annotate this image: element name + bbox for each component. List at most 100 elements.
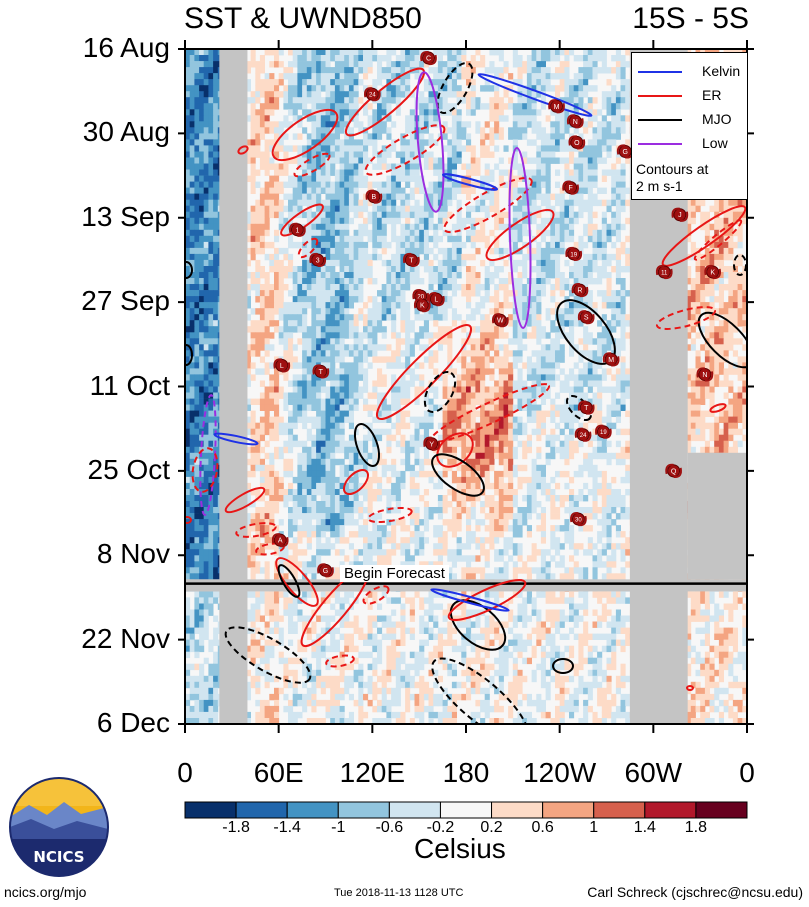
wave-contour xyxy=(367,506,413,524)
chart-subtitle: 15S - 5S xyxy=(632,2,749,35)
wave-contour xyxy=(693,219,743,261)
wave-contour xyxy=(485,209,555,261)
footer-url[interactable]: ncics.org/mjo xyxy=(4,884,87,900)
wave-contour xyxy=(271,108,339,162)
storm-marker: Q xyxy=(665,463,682,478)
storm-marker: L xyxy=(273,358,291,373)
storm-marker: S xyxy=(577,310,595,325)
colorbar-swatch xyxy=(184,801,237,819)
storm-marker: 19 xyxy=(595,424,612,439)
colorbar-swatch xyxy=(542,801,595,819)
wave-contour xyxy=(686,685,694,691)
storm-marker-label: 24 xyxy=(369,93,376,99)
colorbar-swatch xyxy=(388,801,441,819)
x-tick-label: 120E xyxy=(339,757,406,788)
storm-marker-label: L xyxy=(434,297,438,304)
colorbar-tick-label: -1 xyxy=(331,819,346,836)
wave-contour xyxy=(661,205,747,267)
colorbar-swatch xyxy=(491,801,544,819)
storm-marker-label: 3 xyxy=(316,257,320,264)
storm-marker: T xyxy=(403,252,420,268)
storm-marker-layer: C 24 M N O G B F J 1 19 T 3 11 K R 20 K L W S L T M N T 24 19 Y Q 30 A G xyxy=(271,50,721,578)
wave-contour xyxy=(224,486,266,514)
x-tick-label: 60E xyxy=(253,757,304,788)
begin-forecast-label: Begin Forecast xyxy=(340,565,449,582)
storm-marker: 11 xyxy=(655,264,673,280)
storm-marker: W xyxy=(492,313,509,328)
y-tick-label: 6 Dec xyxy=(96,707,170,738)
wave-contour xyxy=(423,371,457,413)
storm-marker-label: 20 xyxy=(417,295,424,301)
wave-contour xyxy=(293,152,331,178)
storm-marker-label: 11 xyxy=(661,270,668,276)
wave-contour xyxy=(237,145,249,155)
storm-marker-label: N xyxy=(702,372,707,379)
wave-contour xyxy=(697,311,747,369)
wave-contour xyxy=(375,323,473,421)
wave-contour xyxy=(342,468,370,496)
y-tick-label: 11 Oct xyxy=(89,369,170,401)
wave-contour xyxy=(709,403,727,413)
wave-contour xyxy=(280,203,324,237)
storm-marker-label: R xyxy=(577,288,582,295)
colorbar-swatch xyxy=(644,801,697,819)
wave-contour xyxy=(235,522,277,538)
wave-contour xyxy=(508,147,532,329)
axes-layer xyxy=(178,40,754,733)
storm-marker-label: L xyxy=(280,363,284,370)
ncics-logo: NCICS xyxy=(9,777,109,877)
legend-swatch xyxy=(638,119,682,121)
storm-marker-label: T xyxy=(409,257,414,264)
y-tick-label: 8 Nov xyxy=(96,538,170,570)
storm-marker-label: F xyxy=(568,185,572,192)
wave-contour xyxy=(277,564,301,598)
storm-marker: 1 xyxy=(289,222,306,237)
colorbar-tick-label: -1.4 xyxy=(273,819,301,836)
storm-marker: 30 xyxy=(570,512,587,527)
wave-contour xyxy=(213,432,259,446)
storm-marker-label: M xyxy=(608,357,614,364)
colorbar-swatch xyxy=(593,801,646,819)
storm-marker: J xyxy=(671,207,689,222)
colorbar-swatch xyxy=(439,801,493,819)
x-tick-label: 60W xyxy=(624,757,683,788)
y-tick-label: 25 Oct xyxy=(87,453,170,485)
storm-marker-label: 19 xyxy=(600,430,607,436)
storm-marker-label: O xyxy=(574,140,580,147)
storm-marker: A xyxy=(271,533,289,548)
wave-contour xyxy=(430,588,510,612)
storm-marker-label: B xyxy=(372,194,377,201)
storm-marker: C xyxy=(420,50,437,66)
wave-contour xyxy=(275,557,319,607)
legend-note-line1: Contours at xyxy=(636,161,709,177)
storm-marker: B xyxy=(365,189,383,204)
legend-item-kelvin: Kelvin xyxy=(632,61,747,81)
footer-author: Carl Schreck (cjschrec@ncsu.edu) xyxy=(587,884,803,900)
storm-marker: Y xyxy=(423,436,440,451)
wave-contour xyxy=(431,453,485,497)
storm-marker-label: 24 xyxy=(580,433,587,439)
wave-contour xyxy=(224,626,312,684)
colorbar-tick-label: -1.8 xyxy=(222,819,250,836)
legend-label: MJO xyxy=(702,111,732,127)
storm-marker-label: C xyxy=(426,56,431,63)
legend-item-low: Low xyxy=(632,133,747,153)
wave-contour xyxy=(353,423,381,467)
x-tick-label: 0 xyxy=(739,757,755,788)
legend-swatch xyxy=(638,71,682,73)
colorbar-tick-label: 0.2 xyxy=(480,819,503,836)
wave-contour xyxy=(191,447,219,493)
storm-marker-label: G xyxy=(323,568,328,575)
x-tick-label: 180 xyxy=(442,757,490,788)
storm-marker-label: J xyxy=(678,212,682,219)
storm-marker-label: Q xyxy=(671,468,677,475)
colorbar-tick-label: 1.8 xyxy=(684,819,708,836)
storm-marker-label: M xyxy=(554,104,560,111)
storm-marker: K xyxy=(704,264,721,280)
footer-timestamp: Tue 2018-11-13 1128 UTC xyxy=(334,887,464,899)
wave-contour xyxy=(325,654,355,668)
y-tick-label: 22 Nov xyxy=(81,622,170,654)
colorbar-tick-label: 1.4 xyxy=(633,819,656,836)
storm-marker: 3 xyxy=(309,252,327,268)
wave-contour xyxy=(449,599,507,651)
